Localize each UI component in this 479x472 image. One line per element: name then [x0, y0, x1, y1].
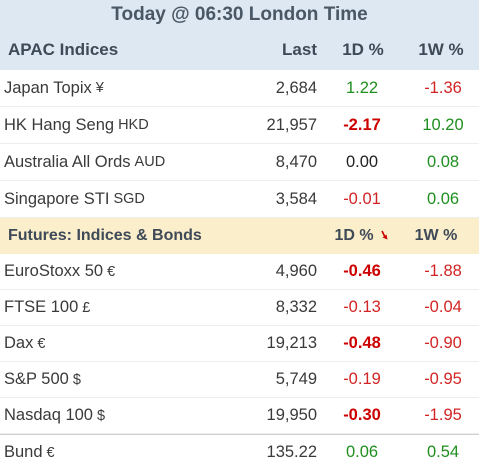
instrument-label: Nasdaq 100	[4, 406, 93, 424]
column-header-1w[interactable]: 1W %	[418, 40, 464, 59]
table-row[interactable]: Bund €135.22 0.06 0.54	[0, 434, 479, 470]
currency-label: £	[82, 299, 91, 316]
table-row[interactable]: HK Hang Seng HKD 21,957 -2.17 10.20	[0, 107, 479, 144]
last-value: 135.22	[266, 443, 317, 461]
change-1d-value: -2.17	[343, 115, 381, 134]
change-1w-value: -0.95	[424, 370, 462, 388]
futures-column-header-1d[interactable]: 1D %	[322, 218, 402, 254]
currency-label: ¥	[95, 80, 104, 96]
instrument-label: S&P 500	[4, 370, 69, 388]
futures-header-row: Futures: Indices & Bonds 1D % 1W %	[0, 218, 479, 254]
last-value: 8,332	[275, 298, 317, 316]
table-row[interactable]: Dax €19,213 -0.48 -0.90	[0, 326, 479, 362]
page-title: Today @ 06:30 London Time	[0, 0, 479, 30]
instrument-name: Dax €	[4, 326, 45, 361]
instrument-label: Japan Topix	[4, 78, 92, 97]
futures-column-header-1d-label: 1D %	[334, 227, 374, 244]
last-value: 19,213	[266, 334, 317, 352]
change-1d-value: -0.19	[343, 370, 381, 388]
instrument-label: Dax	[4, 334, 34, 352]
change-1d-value: -0.30	[343, 406, 381, 424]
instrument-name: HK Hang Seng HKD	[4, 107, 149, 143]
instrument-name: Singapore STI SGD	[4, 181, 145, 217]
last-value: 4,960	[275, 262, 317, 280]
table-row[interactable]: Singapore STI SGD 3,584 -0.01 0.06	[0, 181, 479, 218]
instrument-label: Australia All Ords	[4, 152, 131, 171]
currency-label: $	[72, 371, 81, 388]
change-1w-value: 0.08	[426, 152, 460, 171]
change-1w-value: -0.90	[424, 334, 462, 352]
change-1d-value: -0.01	[343, 189, 381, 208]
last-value: 8,470	[275, 152, 317, 171]
table-row[interactable]: Australia All Ords AUD 8,470 0.00 0.08	[0, 144, 479, 181]
instrument-name: FTSE 100 £	[4, 290, 90, 325]
currency-label: €	[46, 444, 55, 461]
table-row[interactable]: Japan Topix ¥2,684 1.22 -1.36	[0, 70, 479, 107]
instrument-name: Japan Topix ¥	[4, 70, 104, 106]
change-1d-value: -0.48	[343, 334, 381, 352]
currency-label: AUD	[134, 154, 166, 170]
change-1d-value: 1.22	[345, 78, 379, 97]
change-1w-value: -1.95	[424, 406, 462, 424]
change-1w-value: -1.36	[424, 78, 462, 97]
currency-label: €	[107, 263, 116, 280]
apac-table-body: Japan Topix ¥2,684 1.22 -1.36 HK Hang Seng HK…	[0, 70, 479, 218]
table-row[interactable]: Nasdaq 100 $19,950 -0.30 -1.95	[0, 398, 479, 434]
table-row[interactable]: S&P 500 $5,749 -0.19 -0.95	[0, 362, 479, 398]
table-row[interactable]: EuroStoxx 50 €4,960 -0.46 -1.88	[0, 254, 479, 290]
table-row[interactable]: FTSE 100 £8,332 -0.13 -0.04	[0, 290, 479, 326]
instrument-name: Bund €	[4, 435, 55, 470]
change-1w-value: -0.04	[424, 298, 462, 316]
currency-label: SGD	[113, 191, 145, 207]
column-header-last[interactable]: Last	[282, 40, 317, 59]
currency-label: $	[97, 407, 106, 424]
last-value: 21,957	[266, 115, 317, 134]
change-1w-value: -1.88	[424, 262, 462, 280]
change-1w-value: 0.54	[426, 443, 460, 461]
sort-down-arrow-icon	[380, 229, 390, 247]
instrument-label: EuroStoxx 50	[4, 262, 104, 280]
currency-label: HKD	[118, 117, 149, 133]
change-1w-value: 0.06	[426, 189, 460, 208]
instrument-label: Bund	[4, 443, 43, 461]
last-value: 3,584	[275, 189, 317, 208]
apac-header-row: APAC Indices Last 1D % 1W %	[0, 30, 479, 70]
futures-column-header-1w[interactable]: 1W %	[414, 227, 458, 244]
last-value: 5,749	[275, 370, 317, 388]
instrument-label: FTSE 100	[4, 298, 79, 316]
change-1d-value: -0.13	[343, 298, 381, 316]
instrument-label: Singapore STI	[4, 189, 110, 208]
currency-label: €	[37, 335, 46, 352]
last-value: 19,950	[266, 406, 317, 424]
change-1d-value: 0.00	[345, 152, 379, 171]
change-1w-value: 10.20	[422, 115, 464, 134]
apac-section-title: APAC Indices	[8, 40, 119, 59]
column-header-1d[interactable]: 1D %	[342, 40, 384, 59]
change-1d-value: -0.46	[343, 262, 381, 280]
instrument-name: S&P 500 $	[4, 362, 81, 397]
instrument-name: Australia All Ords AUD	[4, 144, 165, 180]
instrument-name: EuroStoxx 50 €	[4, 254, 115, 289]
instrument-label: HK Hang Seng	[4, 115, 115, 134]
futures-section-title: Futures: Indices & Bonds	[8, 227, 202, 244]
futures-table-body: EuroStoxx 50 €4,960 -0.46 -1.88 FTSE 100 £8,3…	[0, 254, 479, 470]
last-value: 2,684	[275, 78, 317, 97]
change-1d-value: 0.06	[345, 443, 379, 461]
instrument-name: Nasdaq 100 $	[4, 398, 105, 433]
